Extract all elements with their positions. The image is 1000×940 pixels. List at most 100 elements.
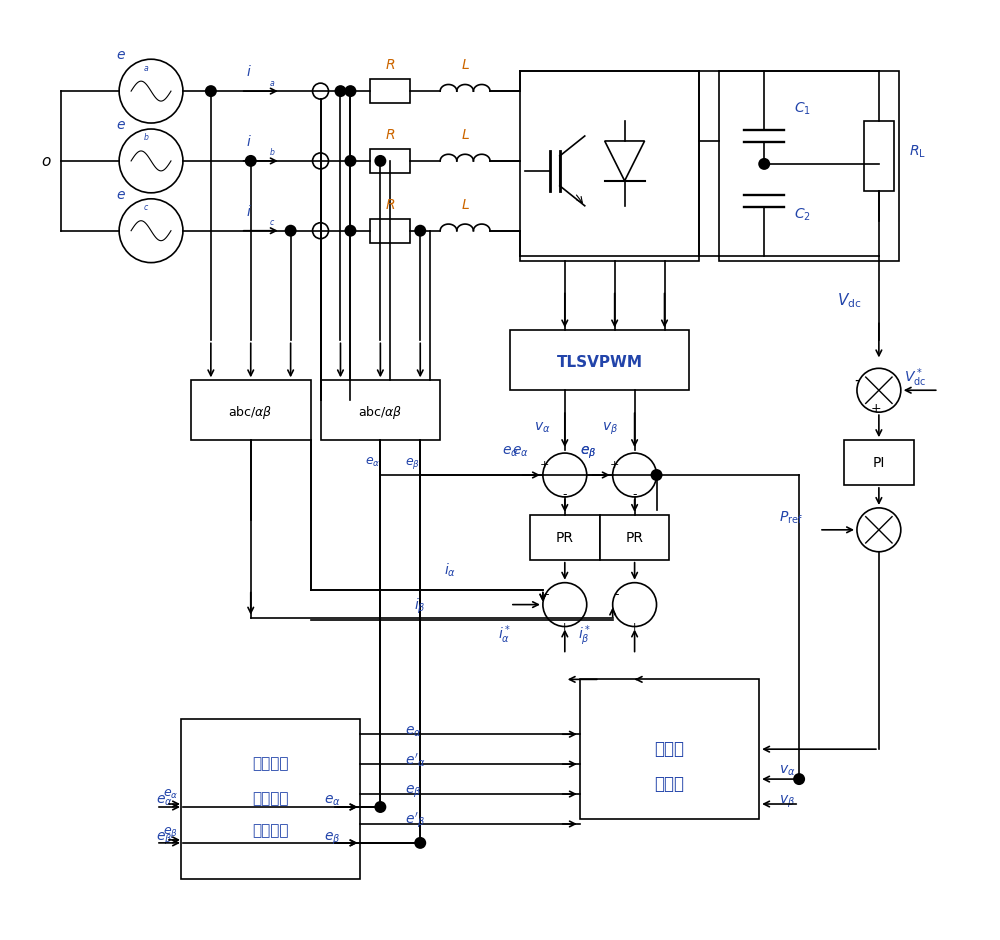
Text: $V_\mathrm{dc}$: $V_\mathrm{dc}$	[837, 291, 861, 310]
Text: -: -	[854, 373, 859, 388]
Text: $e_\beta$: $e_\beta$	[156, 831, 172, 847]
Text: $o$: $o$	[41, 154, 52, 169]
Circle shape	[119, 198, 183, 262]
Text: $i$: $i$	[246, 204, 252, 219]
Text: $R$: $R$	[385, 58, 395, 72]
Circle shape	[543, 583, 587, 627]
Text: $e$: $e$	[116, 188, 126, 202]
Text: $i_\alpha$: $i_\alpha$	[444, 562, 456, 579]
Circle shape	[344, 86, 356, 97]
Circle shape	[205, 86, 217, 97]
Text: $e_\alpha$: $e_\alpha$	[365, 456, 381, 469]
Text: $e_\alpha$: $e_\alpha$	[324, 794, 340, 808]
Text: $e_\beta$: $e_\beta$	[324, 831, 340, 847]
Bar	[520, 71, 699, 260]
Circle shape	[374, 155, 386, 167]
Text: TLSVPWM: TLSVPWM	[557, 354, 643, 369]
Text: +: +	[540, 460, 550, 470]
Bar	[844, 440, 914, 485]
Text: $i^*_\alpha$: $i^*_\alpha$	[498, 624, 512, 647]
Circle shape	[758, 158, 770, 170]
Text: $v_\beta$: $v_\beta$	[779, 794, 795, 810]
Text: $_c$: $_c$	[269, 218, 275, 228]
Circle shape	[374, 801, 386, 813]
Text: +: +	[610, 460, 619, 470]
Circle shape	[119, 129, 183, 193]
Circle shape	[613, 453, 657, 497]
Text: $e_\beta$: $e_\beta$	[405, 456, 420, 471]
Bar	[191, 381, 311, 440]
Text: $C_2$: $C_2$	[794, 207, 811, 223]
Bar	[864, 121, 894, 191]
Text: $_a$: $_a$	[143, 64, 149, 73]
Text: abc/$\alpha\beta$: abc/$\alpha\beta$	[358, 403, 403, 421]
Bar	[370, 79, 410, 103]
Bar	[719, 71, 899, 260]
Circle shape	[613, 583, 657, 627]
Text: +: +	[560, 621, 569, 632]
Text: $v_\beta$: $v_\beta$	[602, 420, 618, 436]
Text: $e_\beta$: $e_\beta$	[580, 446, 596, 462]
Text: $e_\beta$: $e_\beta$	[405, 784, 422, 801]
Text: $e$: $e$	[116, 118, 126, 132]
Bar	[181, 719, 360, 879]
Circle shape	[414, 225, 426, 237]
Text: $R_\mathrm{L}$: $R_\mathrm{L}$	[909, 144, 926, 161]
Circle shape	[334, 86, 346, 97]
Text: $e_\beta$: $e_\beta$	[580, 446, 596, 462]
Bar	[370, 219, 410, 243]
Text: $R$: $R$	[385, 128, 395, 142]
Bar	[600, 515, 669, 559]
Circle shape	[313, 153, 329, 169]
Text: -: -	[563, 488, 567, 501]
Text: $L$: $L$	[461, 128, 470, 142]
Circle shape	[857, 368, 901, 412]
Text: -: -	[615, 588, 619, 601]
Text: $i$: $i$	[246, 64, 252, 79]
Text: $i^*_\beta$: $i^*_\beta$	[578, 624, 591, 649]
Text: $L$: $L$	[461, 58, 470, 72]
Text: $_a$: $_a$	[269, 79, 275, 88]
Text: $v_\alpha$: $v_\alpha$	[779, 764, 796, 778]
Text: $_b$: $_b$	[143, 132, 149, 144]
Text: -: -	[632, 488, 637, 501]
Text: $e'_\alpha$: $e'_\alpha$	[405, 751, 426, 769]
Circle shape	[285, 225, 297, 237]
Circle shape	[414, 837, 426, 849]
Circle shape	[793, 773, 805, 785]
Text: $R$: $R$	[385, 197, 395, 212]
Text: $i_\beta$: $i_\beta$	[414, 597, 426, 616]
Text: $e'_\beta$: $e'_\beta$	[405, 811, 426, 830]
Text: 获取输入: 获取输入	[252, 757, 289, 772]
Circle shape	[119, 59, 183, 123]
Text: 流指令: 流指令	[654, 776, 684, 793]
Text: $C_1$: $C_1$	[794, 102, 811, 118]
Text: $V^*_\mathrm{dc}$: $V^*_\mathrm{dc}$	[904, 367, 926, 389]
Circle shape	[313, 83, 329, 99]
Circle shape	[651, 469, 663, 481]
Text: $e_\alpha$: $e_\alpha$	[512, 445, 528, 460]
Bar	[370, 149, 410, 173]
Text: $L$: $L$	[461, 197, 470, 212]
Text: +: +	[630, 621, 639, 632]
Bar	[321, 381, 440, 440]
Circle shape	[344, 155, 356, 167]
Text: $_b$: $_b$	[269, 147, 275, 159]
Circle shape	[245, 155, 257, 167]
Text: PR: PR	[626, 531, 644, 545]
Text: 计算电: 计算电	[654, 740, 684, 759]
Circle shape	[344, 225, 356, 237]
Circle shape	[313, 223, 329, 239]
Text: $P_\mathrm{ref}$: $P_\mathrm{ref}$	[779, 509, 803, 526]
Text: $e_\alpha$: $e_\alpha$	[156, 794, 173, 808]
Circle shape	[857, 508, 901, 552]
Text: 电压的瞬: 电压的瞬	[252, 791, 289, 807]
Text: abc/$\alpha\beta$: abc/$\alpha\beta$	[228, 403, 273, 421]
Text: $e$: $e$	[116, 48, 126, 62]
Text: $e_\alpha$: $e_\alpha$	[502, 445, 518, 460]
Circle shape	[543, 453, 587, 497]
Text: $e_\beta$: $e_\beta$	[163, 825, 178, 840]
Text: 时延迟量: 时延迟量	[252, 823, 289, 838]
Text: $i$: $i$	[246, 134, 252, 149]
Bar	[530, 515, 600, 559]
